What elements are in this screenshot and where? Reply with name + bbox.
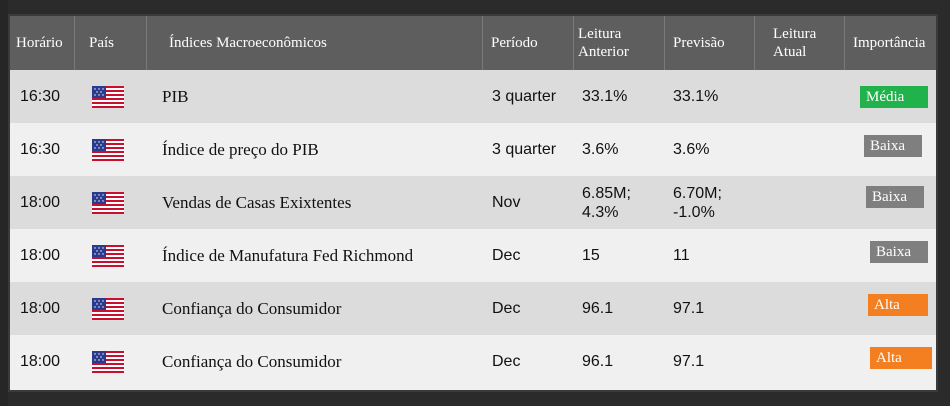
us-flag-icon [92, 297, 124, 320]
row-previous: 6.85M; 4.3% [582, 184, 631, 221]
header-country-label: País [89, 35, 115, 51]
row-period: Dec [492, 300, 521, 317]
header-country: País [74, 16, 146, 70]
header-indices: Índices Macroeconômicos [146, 16, 482, 70]
us-flag-icon [92, 191, 124, 214]
row-country [92, 282, 132, 335]
row-forecast: 33.1% [673, 88, 719, 105]
row-previous: 33.1% [582, 88, 628, 105]
table-row[interactable]: 18:00 [10, 229, 936, 282]
row-indicator-name: Índice de Manufatura Fed Richmond [162, 245, 414, 265]
us-flag-icon [92, 85, 124, 108]
row-forecast: 11 [673, 247, 690, 264]
header-indices-label: Índices Macroeconômicos [169, 35, 327, 51]
row-time: 16:30 [20, 140, 61, 158]
row-actual [756, 123, 842, 176]
row-forecast: 6.70M; -1.0% [673, 184, 722, 221]
header-time: Horário [10, 16, 74, 70]
row-indicator-name: Vendas de Casas Exixtentes [162, 192, 352, 212]
row-period: Dec [492, 247, 521, 264]
row-indicator-name: Confiança do Consumidor [162, 351, 342, 371]
row-country [92, 335, 132, 388]
row-country [92, 176, 132, 229]
header-previous-label: Leitura Anterior [578, 26, 629, 60]
row-forecast: 97.1 [673, 353, 705, 370]
row-previous: 3.6% [582, 141, 619, 158]
importance-badge: Baixa [870, 241, 928, 263]
row-period: Nov [492, 194, 521, 211]
importance-badge: Baixa [866, 186, 924, 208]
row-time: 18:00 [20, 352, 61, 370]
row-time: 18:00 [20, 193, 61, 211]
us-flag-icon [92, 138, 124, 161]
header-importance-label: Importância [853, 35, 926, 51]
table-header: Horário País Índices Macroeconômicos Per… [10, 16, 936, 70]
table-row[interactable]: 18:00 [10, 176, 936, 229]
row-time: 18:00 [20, 299, 61, 317]
row-previous: 96.1 [582, 300, 614, 317]
row-country [92, 123, 132, 176]
importance-badge: Alta [868, 294, 928, 316]
header-forecast: Previsão [664, 16, 754, 70]
row-period: Dec [492, 353, 521, 370]
row-forecast: 3.6% [673, 141, 710, 158]
row-indicator-name: Confiança do Consumidor [162, 298, 342, 318]
row-previous: 15 [582, 247, 600, 264]
row-time: 16:30 [20, 87, 61, 105]
header-period-label: Período [491, 35, 538, 51]
row-time: 18:00 [20, 246, 61, 264]
us-flag-icon [92, 244, 124, 267]
table-row[interactable]: 18:00 [10, 335, 936, 388]
table-row[interactable]: 16:30 [10, 70, 936, 123]
row-indicator-name: PIB [162, 86, 189, 106]
row-forecast: 97.1 [673, 300, 705, 317]
economic-calendar-table: Horário País Índices Macroeconômicos Per… [8, 14, 938, 392]
table-row[interactable]: 18:00 [10, 282, 936, 335]
header-time-label: Horário [16, 35, 63, 51]
header-forecast-label: Previsão [673, 35, 725, 51]
importance-badge: Baixa [864, 135, 922, 157]
row-previous: 96.1 [582, 353, 614, 370]
row-actual [756, 282, 842, 335]
header-previous: Leitura Anterior [573, 16, 664, 70]
header-actual: Leitura Atual [754, 16, 844, 70]
row-country [92, 70, 132, 123]
row-actual [756, 176, 842, 229]
row-actual [756, 70, 842, 123]
background-edge [0, 0, 8, 406]
row-indicator-name: Índice de preço do PIB [162, 139, 319, 159]
row-actual [756, 335, 842, 388]
header-actual-label: Leitura Atual [773, 26, 817, 60]
row-country [92, 229, 132, 282]
row-period: 3 quarter [492, 88, 557, 105]
row-period: 3 quarter [492, 141, 557, 158]
importance-badge: Alta [870, 347, 932, 369]
header-importance: Importância [844, 16, 936, 70]
row-actual [756, 229, 842, 282]
us-flag-icon [92, 350, 124, 373]
table-row[interactable]: 16:30 [10, 123, 936, 176]
importance-badge: Média [860, 86, 928, 108]
header-period: Período [482, 16, 573, 70]
